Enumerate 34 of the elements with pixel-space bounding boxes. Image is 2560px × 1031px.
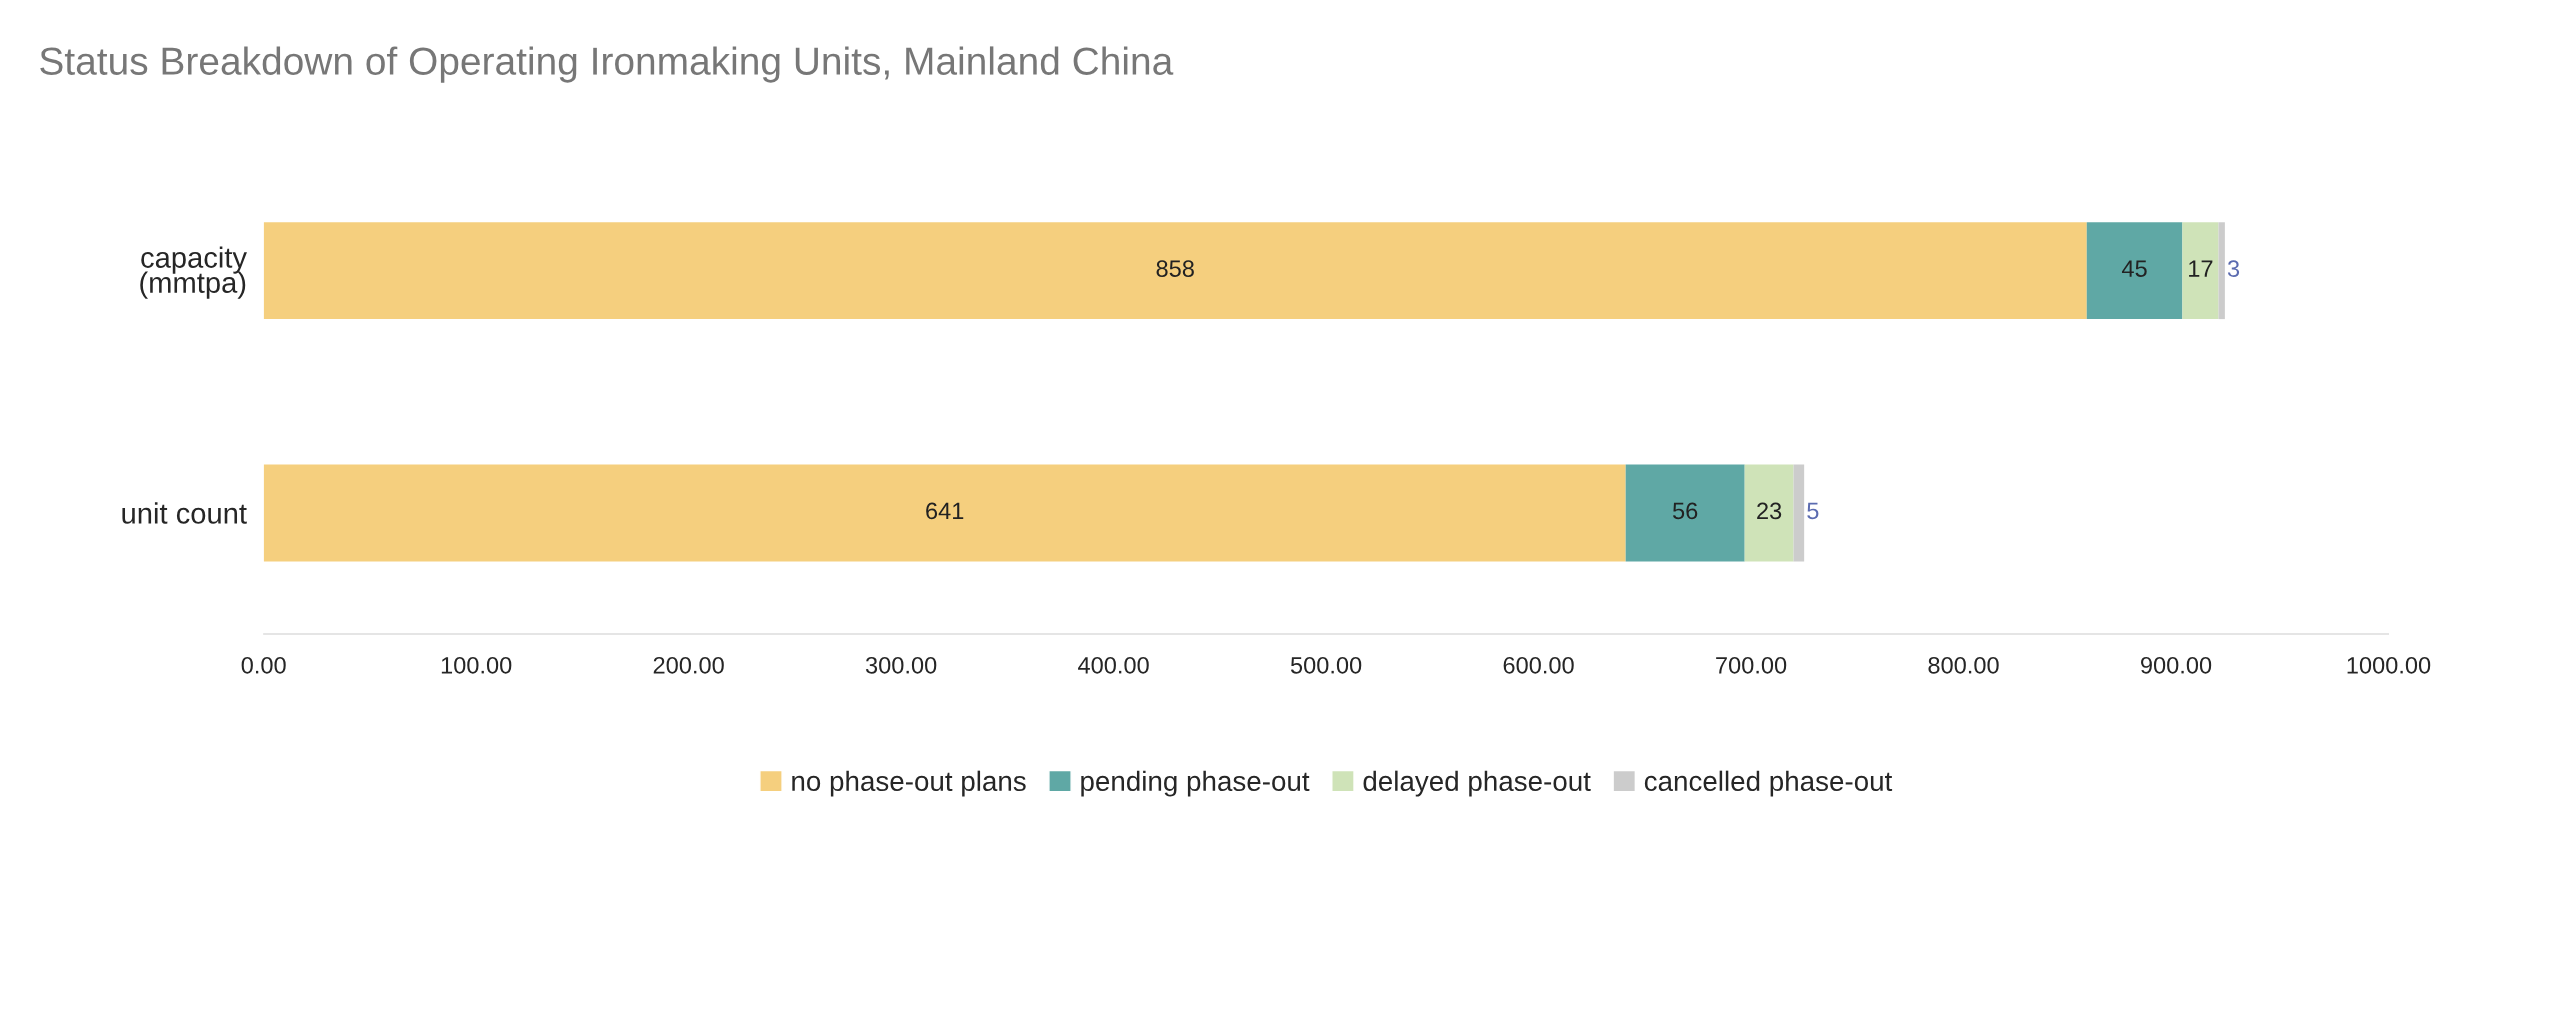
chart-title: Status Breakdown of Operating Ironmaking Units, Mainland China bbox=[40, 46, 1174, 83]
legend-label: delayed phase-out bbox=[1363, 770, 1591, 797]
bar bbox=[2086, 222, 2183, 320]
legend-label: pending phase-out bbox=[1081, 770, 1310, 797]
x-tick-label: 200.00 bbox=[653, 656, 724, 674]
bar bbox=[263, 222, 2087, 320]
x-tick-label: 0.00 bbox=[241, 656, 286, 674]
y-tick-label: unit count bbox=[122, 502, 247, 524]
x-tick-label: 600.00 bbox=[1503, 656, 1574, 674]
x-tick-label: 300.00 bbox=[865, 656, 937, 674]
data-label: 5 bbox=[1807, 502, 1819, 520]
bar bbox=[1793, 464, 1805, 562]
y-tick-label: capacity (mmtpa) bbox=[140, 246, 247, 299]
bar bbox=[263, 464, 1626, 562]
x-tick-label: 900.00 bbox=[2141, 656, 2212, 674]
x-tick-label: 500.00 bbox=[1290, 656, 1362, 674]
legend-label: no phase-out plans bbox=[792, 770, 1026, 797]
bar bbox=[1625, 464, 1745, 562]
data-label: 45 bbox=[2121, 260, 2147, 277]
bar bbox=[2218, 222, 2225, 320]
x-tick-label: 800.00 bbox=[1928, 656, 1999, 674]
x-tick-label: 400.00 bbox=[1078, 656, 1149, 674]
x-tick-label: 100.00 bbox=[441, 656, 512, 674]
bar bbox=[1744, 464, 1794, 562]
data-label: 17 bbox=[2189, 260, 2213, 277]
bar bbox=[2182, 222, 2219, 320]
data-label: 3 bbox=[2227, 260, 2240, 277]
legend-label: cancelled phase-out bbox=[1644, 770, 1893, 797]
x-tick-label: 700.00 bbox=[1716, 656, 1787, 674]
data-label: 23 bbox=[1757, 502, 1782, 520]
x-tick-label: 1000.00 bbox=[2347, 656, 2431, 674]
data-label: 56 bbox=[1672, 502, 1698, 520]
data-label: 858 bbox=[1156, 260, 1194, 277]
data-label: 641 bbox=[926, 502, 964, 520]
